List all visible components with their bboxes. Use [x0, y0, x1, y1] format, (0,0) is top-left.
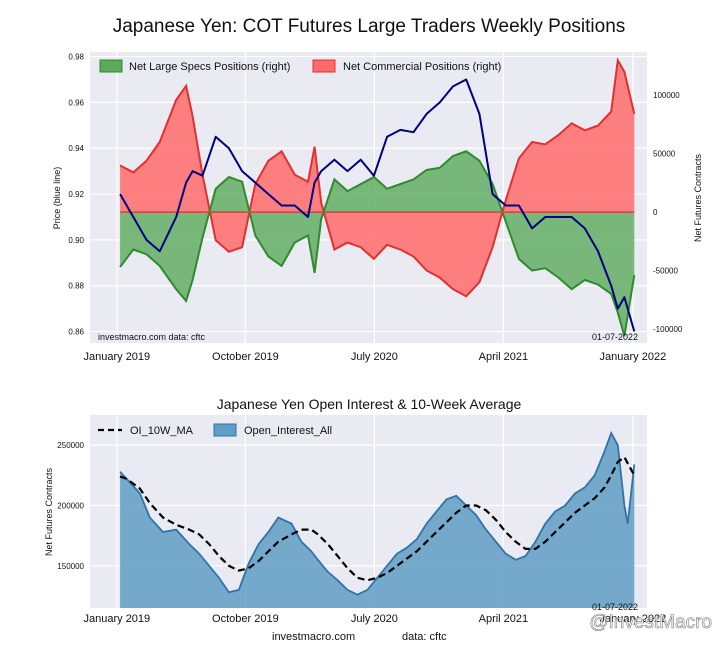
x-tick-label-0: January 2019 [84, 613, 151, 625]
y-tick-label-2: 0.90 [68, 236, 84, 245]
y2-tick-label-2: 0 [653, 208, 658, 217]
y-tick-label-3: 0.92 [68, 190, 84, 199]
x-tick-label-1: October 2019 [212, 351, 279, 363]
y2-tick-label-0: -100000 [653, 325, 683, 334]
x-tick-label-4: January 2022 [600, 613, 667, 625]
top-y2-axis-label: Net Futures Contracts [693, 153, 703, 242]
legend-label-oi: Open_Interest_All [244, 425, 332, 437]
oi-y-tick-label-2: 250000 [57, 441, 84, 450]
x-tick-label-3: April 2021 [479, 613, 529, 625]
oi-title: Japanese Yen Open Interest & 10-Week Ave… [217, 396, 522, 412]
bottom-y-axis-label: Net Futures Contracts [44, 467, 54, 556]
x-tick-label-2: July 2020 [351, 613, 398, 625]
bottom-x-ticks: January 2019 October 2019 July 2020 April 2… [84, 613, 667, 625]
comm-area [120, 60, 635, 297]
legend-swatch-oi [213, 423, 237, 437]
top-x-ticks: January 2019 October 2019 July 2020 April 2… [84, 351, 667, 363]
bottom-y-ticks: 150000 200000 250000 [57, 441, 84, 571]
y2-tick-label-3: 50000 [653, 150, 676, 159]
top-legend: Net Large Specs Positions (right) Net Co… [99, 59, 501, 73]
y-tick-label-6: 0.98 [68, 53, 84, 62]
legend-label-ma: OI_10W_MA [130, 425, 194, 437]
x-tick-label-3: April 2021 [479, 351, 529, 363]
x-tick-label-0: January 2019 [84, 351, 151, 363]
legend-label-specs: Net Large Specs Positions (right) [129, 61, 290, 73]
top-right-ticks: -100000 -50000 0 50000 100000 [653, 91, 683, 334]
bottom-date-note: 01-07-2022 [592, 602, 638, 612]
bottom-series [119, 430, 636, 608]
footer-data: data: cftc [402, 631, 447, 643]
y-tick-label-5: 0.96 [68, 98, 84, 107]
specs-line [119, 150, 636, 337]
bottom-legend: OI_10W_MA Open_Interest_All [98, 423, 332, 437]
top-date-note: 01-07-2022 [592, 332, 638, 342]
main-title: Japanese Yen: COT Futures Large Traders … [113, 16, 626, 37]
legend-swatch-specs [99, 59, 123, 73]
x-tick-label-1: October 2019 [212, 613, 279, 625]
bottom-chart: 150000 200000 250000 January 2019 October 2… [44, 415, 666, 625]
y2-tick-label-1: -50000 [653, 267, 678, 276]
specs-area [120, 151, 635, 336]
price-line [119, 78, 636, 332]
oi-line [119, 430, 636, 596]
watermark: @InvestMacro [589, 612, 712, 633]
oi-y-tick-label-0: 150000 [57, 562, 84, 571]
y2-tick-label-4: 100000 [653, 91, 680, 100]
oi-y-tick-label-1: 200000 [57, 501, 84, 510]
top-left-ticks: 0.86 0.88 0.90 0.92 0.94 0.96 0.98 [68, 53, 84, 337]
y-tick-label-4: 0.94 [68, 144, 84, 153]
legend-swatch-comm [312, 59, 336, 73]
legend-label-comm: Net Commercial Positions (right) [343, 61, 501, 73]
x-tick-label-2: July 2020 [351, 351, 398, 363]
x-tick-label-4: January 2022 [600, 351, 667, 363]
top-y-axis-label: Price (blue line) [52, 167, 62, 230]
top-series [119, 57, 636, 337]
oi-ma-line [119, 455, 636, 582]
top-source-note: investmacro.com data: cftc [98, 332, 206, 342]
top-chart: 0.86 0.88 0.90 0.92 0.94 0.96 0.98 -100000 -500… [52, 52, 703, 363]
footer-source: investmacro.com [272, 631, 355, 643]
y-tick-label-1: 0.88 [68, 282, 84, 291]
y-tick-label-0: 0.86 [68, 328, 84, 337]
